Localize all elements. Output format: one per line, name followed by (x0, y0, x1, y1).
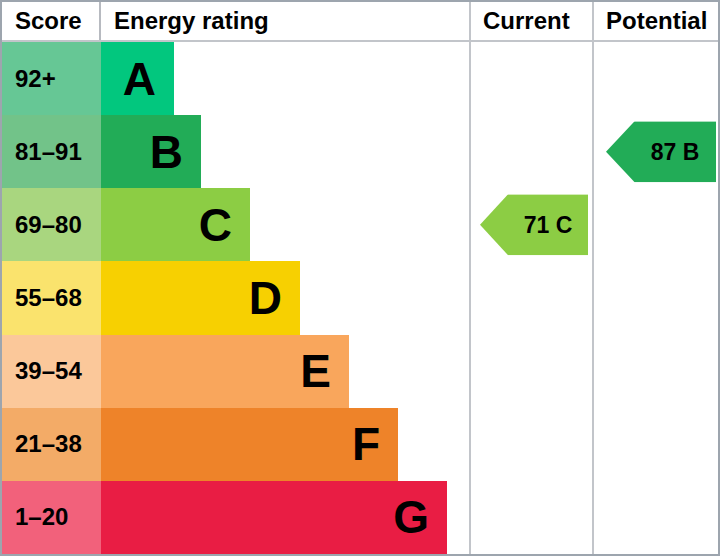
epc-row-b: 81–91 B 87 B (2, 115, 718, 188)
band-letter-a: A (123, 56, 156, 102)
rating-bar-d: D (101, 261, 300, 334)
rating-bar-a: A (101, 42, 174, 115)
score-range-e: 39–54 (2, 335, 101, 408)
epc-row-f: 21–38 F (2, 408, 718, 481)
epc-header: Score Energy rating Current Potential (2, 2, 718, 42)
rating-bar-b: B (101, 115, 201, 188)
epc-row-g: 1–20 G (2, 481, 718, 554)
score-range-g: 1–20 (2, 481, 101, 554)
epc-row-c: 69–80 C 71 C (2, 188, 718, 261)
band-letter-c: C (199, 202, 232, 248)
rating-bar-c: C (101, 188, 250, 261)
rating-bar-g: G (101, 481, 447, 554)
band-letter-g: G (393, 494, 429, 540)
current-rating-pointer: 71 C (480, 194, 588, 255)
header-score: Score (2, 2, 101, 40)
header-potential: Potential (593, 2, 718, 40)
potential-rating-pointer: 87 B (606, 121, 716, 182)
epc-row-a: 92+ A (2, 42, 718, 115)
header-current: Current (470, 2, 593, 40)
epc-chart: Score Energy rating Current Potential 92… (0, 0, 720, 556)
rating-bar-e: E (101, 335, 349, 408)
epc-row-d: 55–68 D (2, 261, 718, 334)
score-range-f: 21–38 (2, 408, 101, 481)
epc-rows: 92+ A 81–91 B 87 B 69–80 C 71 C 55–68 D 39–54 E 21–3… (2, 42, 718, 554)
epc-row-e: 39–54 E (2, 335, 718, 408)
score-range-a: 92+ (2, 42, 101, 115)
score-range-c: 69–80 (2, 188, 101, 261)
rating-bar-f: F (101, 408, 398, 481)
score-range-d: 55–68 (2, 261, 101, 334)
header-energy-rating: Energy rating (101, 2, 470, 40)
band-letter-e: E (300, 348, 331, 394)
band-letter-d: D (249, 275, 282, 321)
band-letter-f: F (352, 421, 380, 467)
band-letter-b: B (150, 129, 183, 175)
score-range-b: 81–91 (2, 115, 101, 188)
